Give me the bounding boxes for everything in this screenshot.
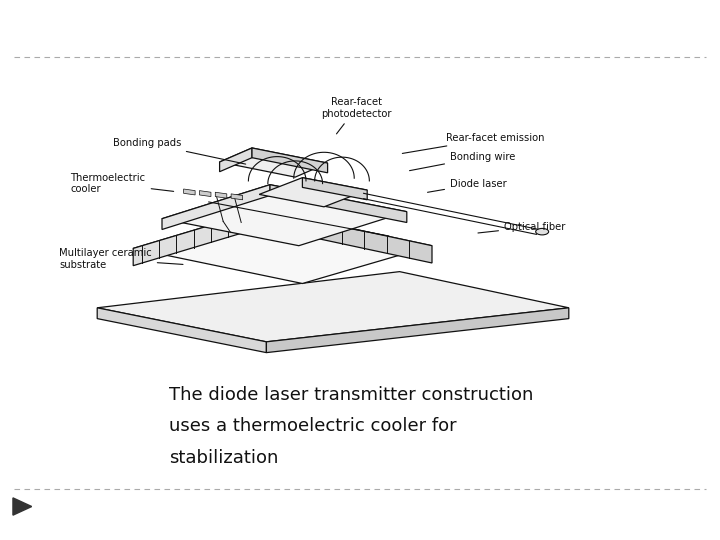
- Text: Thermoelectric
cooler: Thermoelectric cooler: [71, 173, 174, 194]
- Polygon shape: [302, 178, 367, 200]
- Polygon shape: [184, 189, 195, 195]
- Polygon shape: [263, 210, 432, 263]
- Text: Diode laser: Diode laser: [428, 179, 507, 192]
- Polygon shape: [97, 272, 569, 342]
- Polygon shape: [133, 210, 432, 284]
- Polygon shape: [252, 148, 328, 173]
- Text: Bonding wire: Bonding wire: [410, 152, 516, 171]
- Polygon shape: [259, 178, 367, 207]
- Text: Bonding pads: Bonding pads: [113, 138, 246, 164]
- Polygon shape: [215, 192, 227, 198]
- Text: The diode laser transmitter construction: The diode laser transmitter construction: [169, 386, 534, 404]
- Text: Rear-facet emission: Rear-facet emission: [402, 133, 545, 153]
- Polygon shape: [231, 194, 243, 200]
- Text: uses a thermoelectric cooler for: uses a thermoelectric cooler for: [169, 417, 456, 435]
- Text: stabilization: stabilization: [169, 449, 279, 467]
- Ellipse shape: [536, 228, 549, 235]
- Polygon shape: [199, 191, 211, 197]
- Polygon shape: [133, 210, 263, 266]
- Polygon shape: [162, 185, 270, 230]
- Text: Multilayer ceramic
substrate: Multilayer ceramic substrate: [59, 248, 183, 270]
- Polygon shape: [220, 148, 252, 172]
- Polygon shape: [162, 185, 407, 246]
- Polygon shape: [13, 498, 32, 515]
- Polygon shape: [97, 308, 266, 353]
- Polygon shape: [270, 185, 407, 222]
- Polygon shape: [266, 308, 569, 353]
- Text: Rear-facet
photodetector: Rear-facet photodetector: [321, 97, 392, 134]
- Text: Optical fiber: Optical fiber: [478, 222, 565, 233]
- Polygon shape: [220, 148, 328, 177]
